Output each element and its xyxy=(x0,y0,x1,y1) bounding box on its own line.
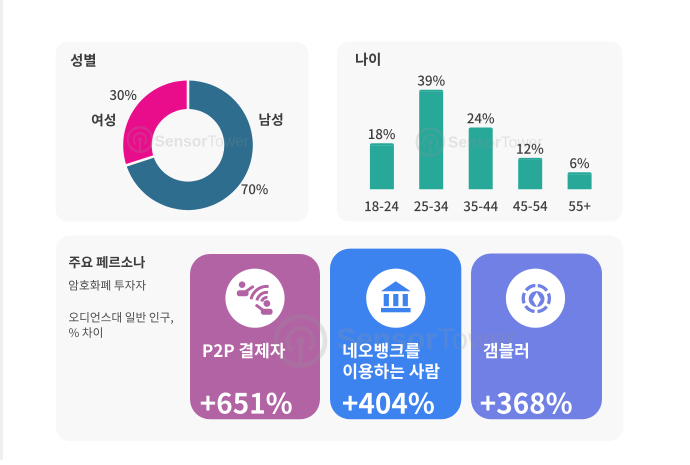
svg-text:SensorTower: SensorTower xyxy=(155,134,249,151)
